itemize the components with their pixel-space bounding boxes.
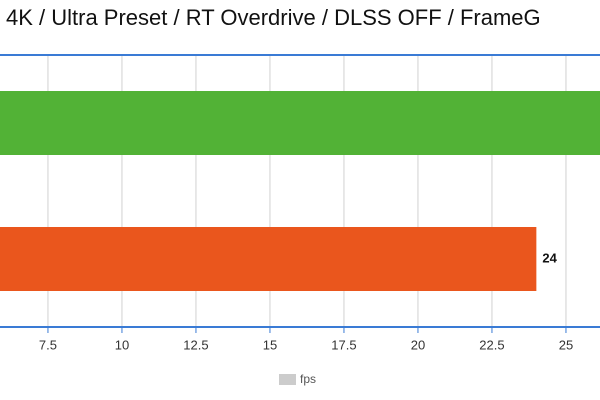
x-tick-label: 10 (115, 337, 129, 352)
x-tick-label: 12.5 (183, 337, 208, 352)
x-tick-label: 22.5 (479, 337, 504, 352)
x-tick-label: 15 (263, 337, 277, 352)
chart-title: 4K / Ultra Preset / RT Overdrive / DLSS … (6, 5, 541, 30)
x-tick-label: 17.5 (331, 337, 356, 352)
bar (0, 91, 600, 155)
data-label: 24 (542, 250, 557, 265)
legend-label: fps (300, 372, 316, 386)
x-tick-label: 20 (411, 337, 425, 352)
legend-swatch (279, 374, 296, 385)
bars: 2824 (0, 91, 600, 291)
bar (0, 227, 537, 291)
x-tick-label: 25 (559, 337, 573, 352)
x-tick-label: 7.5 (39, 337, 57, 352)
